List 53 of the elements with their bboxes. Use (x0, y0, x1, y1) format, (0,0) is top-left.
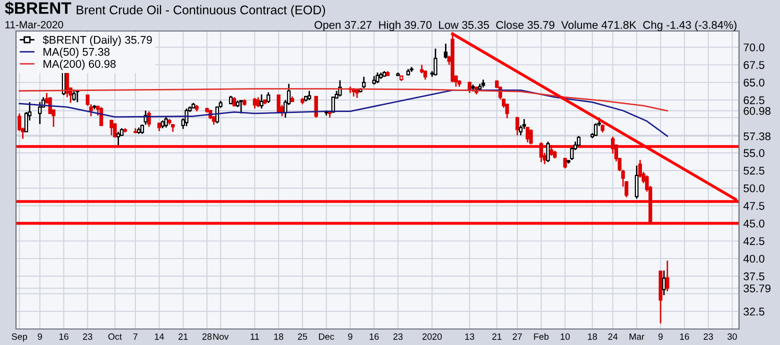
x-tick-label: Oct (108, 333, 122, 340)
y-tick-label: 65.0 (744, 78, 764, 87)
x-tick-label: Dec (319, 334, 334, 340)
x-tick-label: 10 (560, 333, 570, 340)
x-tick-label: 27 (512, 333, 522, 340)
x-tick-label: 9 (38, 333, 42, 340)
x-tick-label: 13 (465, 333, 474, 340)
x-tick-label: 16 (370, 333, 379, 340)
y-tick-label: 62.5 (744, 96, 764, 104)
y-tick-label: 50.0 (744, 184, 764, 192)
x-tick-label: 7 (133, 334, 138, 340)
text: 11-Mar-2020 (5, 20, 64, 28)
x-tick-label: 21 (492, 333, 502, 340)
x-tick-label: 23 (393, 333, 403, 340)
y-tick-label: 47.5 (743, 202, 764, 210)
x-tick-label: Nov (213, 334, 229, 340)
legend-label: MA(200) 60.98 (44, 60, 116, 70)
y-tick-label: 42.5 (743, 237, 764, 246)
y-tick-label: 35.79 (744, 284, 770, 292)
y-tick-label: 55.0 (744, 149, 764, 158)
x-tick-label: 23 (83, 333, 92, 340)
chart-subtitle: Brent Crude Oil - Continuous Contract (EOD) (76, 5, 326, 17)
x-tick-label: 9 (658, 333, 663, 340)
y-tick-label: 60.98 (744, 107, 770, 115)
annotation: Open 37.27 High 39.70 Low 35.35 Close 35.79 Volume 471.8K Chg -1.43 (-3.84%) (314, 20, 736, 32)
y-tick-label: 37.5 (744, 272, 764, 280)
chart-title: $BRENT (4, 1, 72, 16)
x-tick-label: Feb (534, 333, 549, 340)
y-tick-label: 52.5 (744, 166, 764, 175)
x-tick-label: 18 (588, 333, 597, 340)
y-tick-label: 67.5 (744, 61, 764, 69)
x-tick-label: 24 (608, 333, 618, 340)
x-tick-label: 18 (274, 333, 284, 340)
x-tick-label: 14 (154, 334, 164, 340)
x-tick-label: 16 (59, 333, 68, 340)
x-tick-label: 28 (202, 333, 212, 340)
x-tick-label: Mar (630, 334, 644, 340)
x-tick-label: 30 (728, 333, 737, 340)
y-tick-label: 70.0 (744, 43, 764, 52)
x-tick-label: Sep (12, 333, 28, 342)
legend-label: $BRENT (Daily) 35.79 (42, 35, 152, 46)
y-tick-label: 32.5 (744, 308, 764, 316)
x-tick-label: 25 (298, 333, 308, 340)
x-tick-label: 23 (704, 333, 713, 340)
y-tick-label: 45.0 (743, 220, 764, 228)
x-tick-label: 11 (250, 334, 259, 340)
x-tick-label: 9 (348, 333, 352, 340)
y-tick-label: 57.38 (744, 132, 770, 140)
x-tick-label: 16 (680, 333, 690, 340)
y-tick-label: 40.0 (743, 254, 764, 263)
legend-label: MA(50) 57.38 (44, 48, 110, 58)
x-tick-label: 2020 (422, 333, 442, 340)
x-tick-label: 21 (178, 333, 188, 340)
